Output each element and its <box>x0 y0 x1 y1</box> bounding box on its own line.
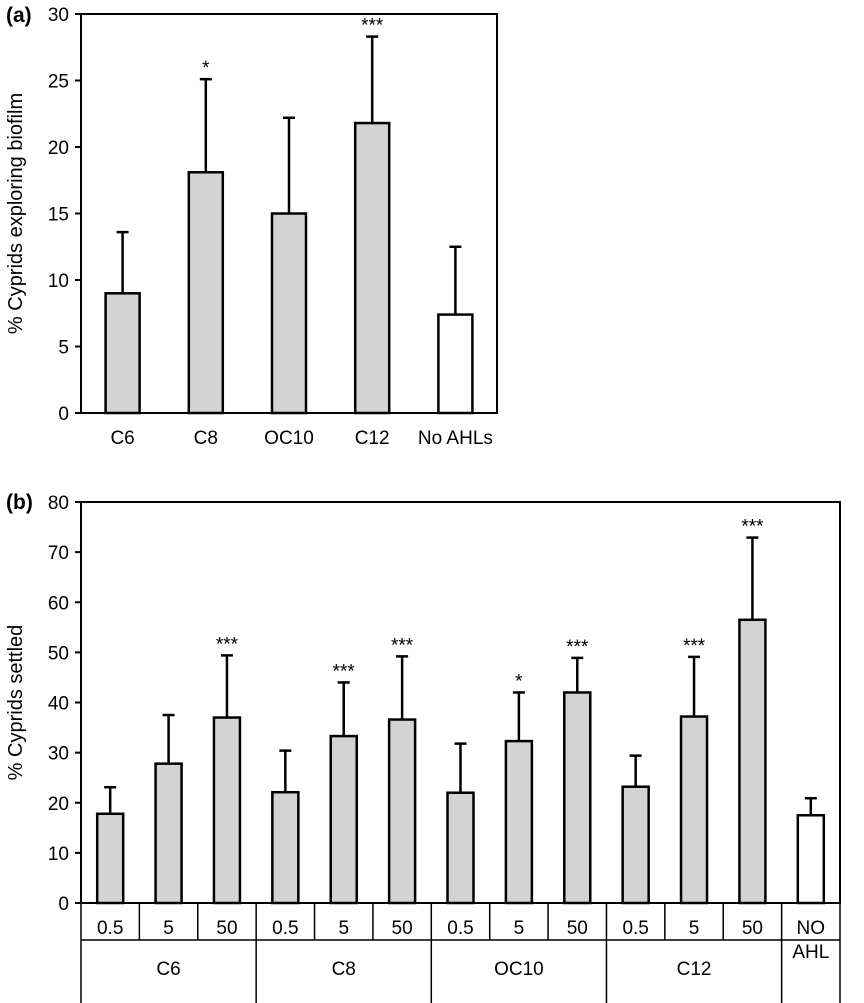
bar-a <box>353 121 391 415</box>
concentration-label: 5 <box>514 918 525 939</box>
bar-a <box>187 171 225 415</box>
y-tick-label-b: 30 <box>48 744 69 765</box>
y-tick-label-a: 25 <box>48 72 69 93</box>
y-axis-title-b: % Cyprids settled <box>5 625 27 781</box>
group-label: C12 <box>677 959 712 980</box>
significance-label-b: *** <box>333 661 356 682</box>
concentration-label: 5 <box>689 918 700 939</box>
bar-b <box>329 734 358 905</box>
panel-label-a: (a) <box>6 4 32 27</box>
bar-b <box>563 691 592 905</box>
group-label-line2: AHL <box>792 942 829 963</box>
bar-b <box>95 812 125 905</box>
bar-a <box>270 212 308 415</box>
x-tick-label-a: C12 <box>355 428 390 449</box>
y-tick-label-a: 0 <box>58 404 69 425</box>
y-tick-label-b: 50 <box>48 643 69 664</box>
bar-a <box>437 313 474 415</box>
panel-label-b: (b) <box>6 491 33 514</box>
bar-b <box>387 718 417 905</box>
significance-label-b: * <box>515 671 523 692</box>
y-tick-label-a: 30 <box>48 5 69 26</box>
x-tick-label-a: C8 <box>194 428 218 449</box>
y-tick-label-a: 15 <box>48 205 69 226</box>
bar-b <box>796 814 826 905</box>
concentration-label: 50 <box>392 918 413 939</box>
bar-b <box>621 785 650 905</box>
concentration-label: 5 <box>163 918 174 939</box>
bar-b <box>446 791 475 905</box>
significance-label-b: *** <box>683 636 706 657</box>
bar-b <box>679 715 709 905</box>
bar-b <box>738 618 767 905</box>
concentration-label: 50 <box>742 918 763 939</box>
y-tick-label-b: 20 <box>48 794 69 815</box>
y-tick-label-b: 70 <box>48 543 69 564</box>
x-tick-label-a: No AHLs <box>418 428 493 449</box>
y-tick-label-a: 10 <box>48 271 69 292</box>
significance-label-b: *** <box>741 517 764 538</box>
group-label: C8 <box>332 959 356 980</box>
concentration-label: 50 <box>567 918 588 939</box>
significance-label-b: *** <box>566 637 589 658</box>
y-axis-title-a: % Cyprids exploring biofilm <box>5 93 27 334</box>
x-tick-label-a: OC10 <box>264 428 314 449</box>
bar-b <box>212 716 242 905</box>
y-tick-label-b: 10 <box>48 844 69 865</box>
significance-label-a: *** <box>361 16 384 37</box>
concentration-label: 0.5 <box>97 918 123 939</box>
y-tick-label-b: 60 <box>48 593 69 614</box>
concentration-label: 5 <box>338 918 349 939</box>
y-tick-label-b: 80 <box>48 493 69 514</box>
bar-b <box>504 739 534 905</box>
y-tick-label-a: 20 <box>48 138 69 159</box>
group-label-line1: NO <box>797 918 826 939</box>
group-label: C6 <box>156 959 180 980</box>
concentration-label: 50 <box>216 918 237 939</box>
bar-b <box>271 790 300 905</box>
significance-label-b: *** <box>391 635 414 656</box>
y-tick-label-a: 5 <box>58 338 69 359</box>
x-tick-label-a: C6 <box>110 428 134 449</box>
concentration-label: 0.5 <box>622 918 648 939</box>
bar-a <box>104 292 141 415</box>
significance-label-b: *** <box>216 634 239 655</box>
y-tick-label-b: 0 <box>58 894 69 915</box>
concentration-label: 0.5 <box>447 918 473 939</box>
bar-b <box>154 762 183 905</box>
group-label: OC10 <box>494 959 544 980</box>
significance-label-a: * <box>202 58 210 79</box>
concentration-label: 0.5 <box>272 918 298 939</box>
y-tick-label-b: 40 <box>48 694 69 715</box>
